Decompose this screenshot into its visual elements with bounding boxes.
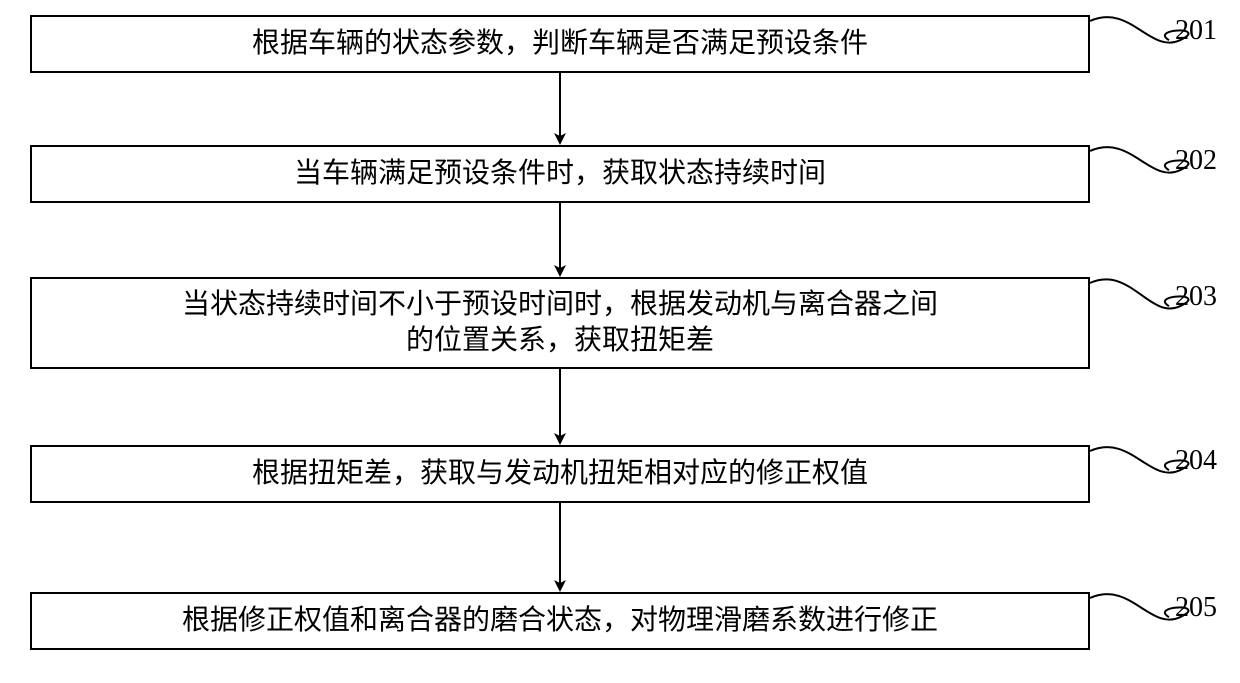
step-label-203: 203 — [1175, 281, 1217, 313]
step-label-201: 201 — [1175, 15, 1217, 47]
flow-node-text: 根据车辆的状态参数，判断车辆是否满足预设条件 — [32, 26, 1088, 62]
brace-205 — [1090, 594, 1188, 620]
brace-201 — [1090, 17, 1188, 43]
flow-node-text: 当状态持续时间不小于预设时间时，根据发动机与离合器之间的位置关系，获取扭矩差 — [32, 287, 1088, 360]
brace-204 — [1090, 447, 1188, 473]
step-label-205: 205 — [1175, 592, 1217, 624]
brace-203 — [1090, 279, 1188, 308]
flow-node-1: 根据车辆的状态参数，判断车辆是否满足预设条件 — [30, 15, 1090, 73]
step-label-202: 202 — [1175, 145, 1217, 177]
flow-node-3: 当状态持续时间不小于预设时间时，根据发动机与离合器之间的位置关系，获取扭矩差 — [30, 277, 1090, 369]
flow-node-text: 根据扭矩差，获取与发动机扭矩相对应的修正权值 — [32, 456, 1088, 492]
flowchart-canvas: 根据车辆的状态参数，判断车辆是否满足预设条件 201 当车辆满足预设条件时，获取状态… — [0, 0, 1240, 683]
step-label-204: 204 — [1175, 445, 1217, 477]
flow-node-4: 根据扭矩差，获取与发动机扭矩相对应的修正权值 — [30, 445, 1090, 503]
flow-node-5: 根据修正权值和离合器的磨合状态，对物理滑磨系数进行修正 — [30, 592, 1090, 650]
flow-node-text: 根据修正权值和离合器的磨合状态，对物理滑磨系数进行修正 — [32, 603, 1088, 639]
brace-202 — [1090, 147, 1188, 173]
flow-node-text: 当车辆满足预设条件时，获取状态持续时间 — [32, 156, 1088, 192]
flow-node-2: 当车辆满足预设条件时，获取状态持续时间 — [30, 145, 1090, 203]
